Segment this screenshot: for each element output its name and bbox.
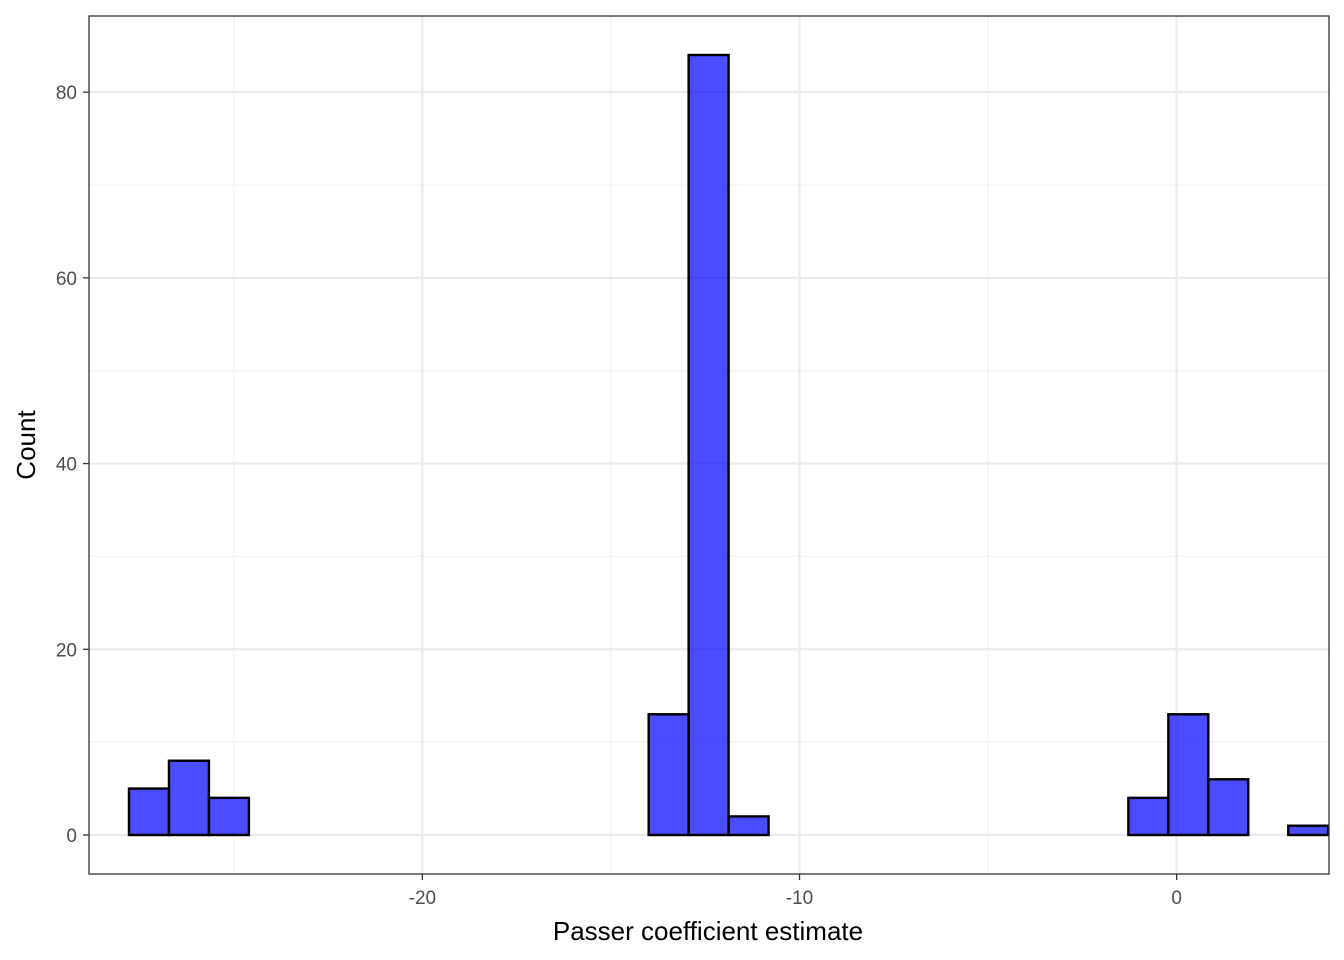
histogram-bar [687,53,730,837]
x-axis-ticks: -20 -10 0 [409,874,1182,909]
y-tick-label: 20 [56,640,77,661]
x-tick-label: -10 [786,888,813,909]
y-tick-label: 40 [56,455,77,476]
histogram-bar [647,713,690,837]
histogram-bar [207,796,251,837]
histogram-bar [1207,778,1250,837]
y-tick-label: 0 [66,826,77,847]
histogram-bars [127,53,1330,837]
y-axis-title: Count [11,410,41,480]
y-tick-label: 60 [56,269,77,290]
panel-border [88,15,1330,875]
histogram-bar [127,787,171,837]
x-tick-label: -20 [409,888,436,909]
y-axis-ticks: 0 20 40 60 80 [56,83,89,847]
histogram-bar [167,759,211,837]
histogram-bar [1167,713,1210,837]
histogram-bar [727,815,770,837]
x-axis-title: Passer coefficient estimate [553,916,863,946]
histogram-bar [1287,824,1330,837]
x-tick-label: 0 [1171,888,1182,909]
histogram-bar [1127,796,1170,837]
y-tick-label: 80 [56,83,77,104]
